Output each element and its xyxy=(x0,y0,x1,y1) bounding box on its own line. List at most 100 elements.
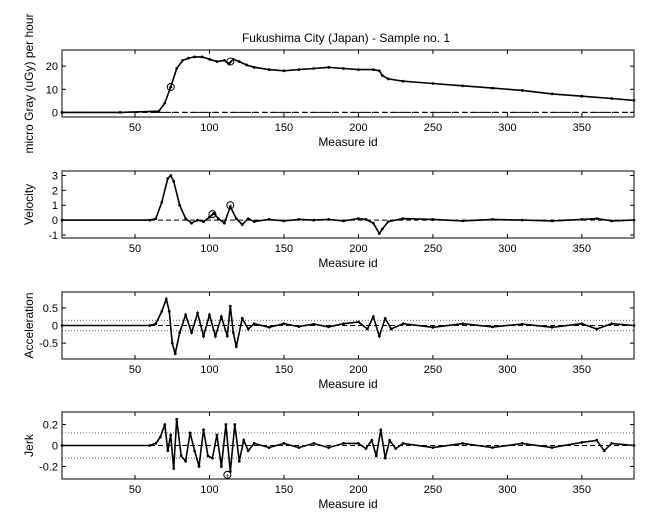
data-point xyxy=(208,57,211,61)
data-point xyxy=(267,325,271,329)
data-point xyxy=(158,435,162,439)
data-point xyxy=(380,227,384,231)
y-tick-label: 0 xyxy=(52,321,58,333)
data-point xyxy=(173,352,177,356)
data-point xyxy=(202,428,205,432)
highlight-marker-2 xyxy=(226,201,235,210)
x-tick-label: 50 xyxy=(129,364,141,376)
y-tick-label: 1 xyxy=(52,200,58,212)
data-point xyxy=(380,74,384,77)
highlight-marker-1 xyxy=(208,210,217,219)
data-point xyxy=(148,444,152,447)
data-point xyxy=(234,217,238,221)
data-point xyxy=(580,322,584,326)
data-point xyxy=(242,438,246,442)
data-point xyxy=(193,55,196,59)
data-point xyxy=(160,309,164,313)
x-tick-label: 350 xyxy=(573,484,591,496)
x-tick-label: 100 xyxy=(200,484,218,496)
y-axis-label: Velocity xyxy=(22,184,36,225)
data-point xyxy=(365,327,369,331)
data-point xyxy=(364,447,368,451)
plot-frame xyxy=(61,170,635,239)
data-point xyxy=(327,65,331,69)
x-tick-label: 50 xyxy=(129,243,141,255)
y-tick-label: 2 xyxy=(52,185,58,197)
data-point xyxy=(246,449,250,453)
data-point xyxy=(282,69,286,73)
data-point xyxy=(580,440,584,444)
data-point xyxy=(178,203,182,207)
data-point xyxy=(461,322,465,326)
data-point xyxy=(491,217,494,221)
data-point xyxy=(312,218,316,222)
data-point xyxy=(237,60,241,63)
x-tick-label: 350 xyxy=(573,364,591,376)
data-point xyxy=(312,67,316,70)
data-point xyxy=(267,217,271,221)
data-point xyxy=(342,219,345,223)
x-tick-label: 200 xyxy=(349,484,367,496)
data-point xyxy=(200,55,204,59)
data-point xyxy=(167,309,171,313)
x-tick-label: 200 xyxy=(349,122,367,134)
x-tick-label: 50 xyxy=(129,484,141,496)
data-point xyxy=(610,97,614,100)
data-point xyxy=(377,334,381,338)
data-point xyxy=(214,334,217,338)
data-point xyxy=(610,322,614,326)
y-axis-label: Jerk xyxy=(22,433,36,457)
x-tick-label: 250 xyxy=(424,364,442,376)
data-point xyxy=(342,67,345,70)
data-point xyxy=(164,297,168,301)
data-point xyxy=(520,442,524,445)
series-line-1 xyxy=(62,174,635,236)
data-point xyxy=(595,217,599,221)
data-point xyxy=(550,219,554,223)
data-point xyxy=(383,456,387,460)
data-point xyxy=(154,442,158,445)
data-point xyxy=(374,454,378,458)
data-point xyxy=(224,423,228,426)
data-point xyxy=(166,177,170,180)
data-point xyxy=(179,454,183,458)
x-tick-label: 350 xyxy=(573,243,591,255)
highlight-marker-glyph: + xyxy=(169,85,173,92)
data-point xyxy=(357,320,360,324)
x-tick-label: 300 xyxy=(498,243,516,255)
data-point xyxy=(461,442,465,445)
data-point xyxy=(246,327,250,331)
data-point xyxy=(206,454,210,458)
data-point xyxy=(386,220,390,224)
x-tick-label: 200 xyxy=(349,243,367,255)
data-point xyxy=(520,89,524,92)
x-axis-label: Measure id xyxy=(318,135,377,149)
data-point xyxy=(312,442,316,445)
data-point xyxy=(118,110,122,114)
data-point xyxy=(252,220,256,224)
data-point xyxy=(520,218,524,222)
data-point xyxy=(211,456,214,460)
series-line-1 xyxy=(62,419,635,472)
y-tick-label: 3 xyxy=(52,170,58,182)
x-tick-label: 150 xyxy=(275,243,293,255)
data-point xyxy=(252,65,256,69)
data-point xyxy=(595,327,599,331)
x-tick-label: 250 xyxy=(424,122,442,134)
data-point xyxy=(197,465,201,468)
data-point xyxy=(252,322,256,326)
data-point xyxy=(377,232,381,235)
data-point xyxy=(327,325,331,329)
data-point xyxy=(371,68,375,72)
y-tick-label: -0.2 xyxy=(39,461,58,473)
data-point xyxy=(431,82,435,85)
x-tick-label: 250 xyxy=(424,243,442,255)
plot-frame xyxy=(61,49,635,118)
data-point xyxy=(327,217,331,221)
x-tick-label: 100 xyxy=(200,122,218,134)
data-point xyxy=(379,428,383,432)
x-tick-label: 150 xyxy=(275,484,293,496)
data-point xyxy=(602,449,606,453)
data-point xyxy=(520,322,524,326)
data-point xyxy=(187,56,191,60)
